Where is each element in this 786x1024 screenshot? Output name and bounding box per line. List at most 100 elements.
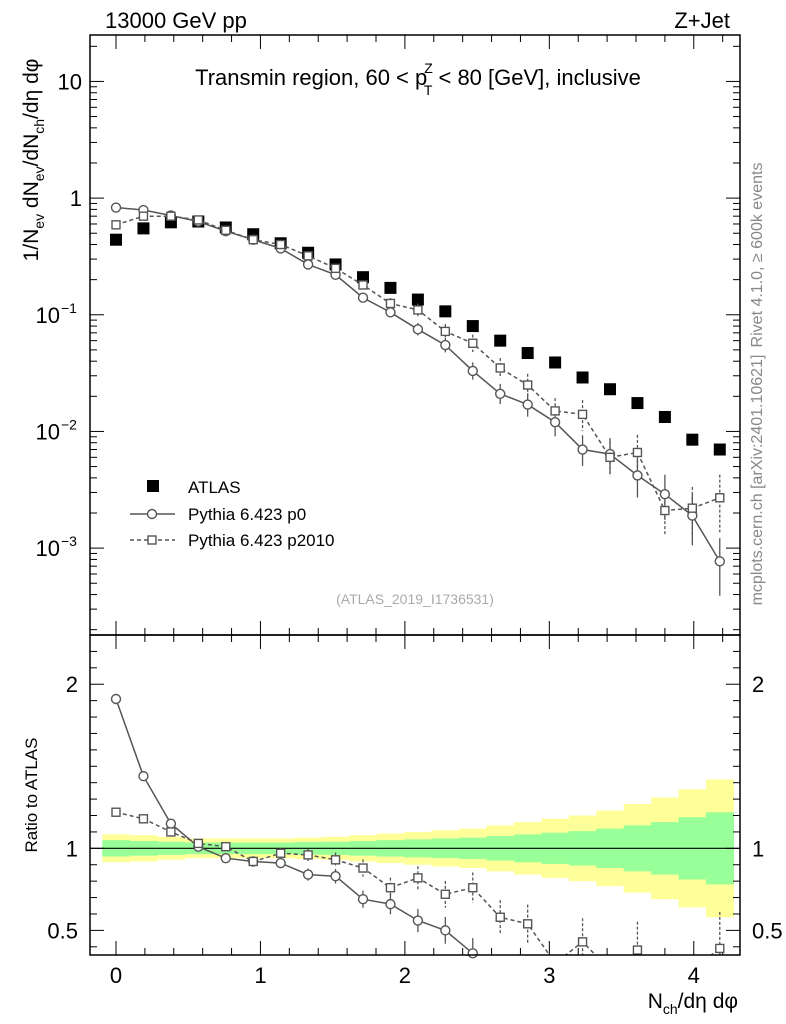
ratio-p0-point: [165, 818, 177, 829]
atlas-point: [466, 320, 479, 333]
ratio-p0-point: [138, 770, 149, 782]
p0-point: [440, 339, 451, 351]
legend: ATLAS Pythia 6.423 p0 Pythia 6.423 p2010: [130, 478, 335, 550]
p2010-point: [385, 298, 396, 309]
mcplots-label: mcplots.cern.ch [arXiv:2401.10621]: [749, 355, 766, 606]
x-tick-label: 3: [543, 963, 555, 988]
p0-point: [495, 388, 506, 400]
y-tick-exponent: −3: [61, 533, 77, 549]
p2010-point: [687, 503, 698, 513]
atlas-point: [549, 356, 562, 369]
p2010-point: [413, 305, 423, 315]
ratio-p2010-point: [111, 807, 121, 817]
atlas-point: [110, 233, 122, 246]
legend-p2010-label: Pythia 6.423 p2010: [188, 531, 335, 550]
p0-point: [110, 202, 122, 213]
y-tick-label: 1: [70, 186, 82, 211]
ratio-p2010-point: [522, 919, 533, 929]
p0-point: [549, 417, 561, 428]
y-tick-label: 10: [36, 536, 60, 561]
ratio-p0-point: [357, 894, 369, 905]
ratio-y-tick-label-right: 2: [752, 672, 764, 697]
atlas-point: [411, 293, 424, 306]
p0-point: [467, 365, 478, 377]
p2010-point: [522, 380, 533, 390]
ratio-p0-point: [412, 915, 424, 926]
ratio-p0-point: [110, 693, 122, 705]
ratio-y-tick-label-left: 0.5: [47, 918, 78, 943]
legend-p0-marker: [146, 508, 158, 520]
ratio-p2010-point: [385, 883, 396, 893]
p2010-point: [221, 225, 231, 235]
atlas-point: [686, 433, 699, 446]
ratio-p0-point: [220, 852, 231, 864]
rivet-label: Rivet 4.1.0, ≥ 600k events: [749, 163, 766, 348]
ratio-p2010-point: [275, 848, 286, 858]
y-tick-label: 10: [36, 419, 60, 444]
y-tick-exponent: −2: [61, 416, 77, 432]
legend-p0-label: Pythia 6.423 p0: [188, 505, 306, 524]
x-tick-label: 1: [254, 963, 266, 988]
ratio-p2010-point: [358, 863, 368, 873]
ratio-p0-point: [440, 925, 451, 936]
p2010-point: [495, 363, 505, 373]
atlas-point: [439, 305, 452, 318]
p2010-series-line: [115, 215, 721, 512]
ratio-p0-point: [467, 948, 478, 959]
main-y-axis-label: 1/Nev dNev/dNch/dη dφ: [20, 59, 47, 262]
p2010-point: [358, 280, 368, 290]
p0-point: [412, 324, 424, 335]
ratio-p2010-point: [468, 883, 478, 893]
ratio-panel: 0.5 0.5 1 1 2 2 0 1 2 3 4 Ratio to ATLAS Nch/dη dφ: [22, 634, 783, 1017]
atlas-point: [137, 222, 150, 235]
y-tick-label: 10: [58, 69, 82, 94]
p2010-point: [632, 447, 643, 458]
ratio-p2010-point: [495, 912, 505, 922]
p2010-point: [193, 215, 204, 225]
p2010-point: [330, 263, 341, 274]
p0-point: [385, 307, 396, 318]
ratio-p2010-point: [248, 856, 258, 867]
p0-point: [357, 292, 369, 303]
x-tick-label: 4: [688, 963, 700, 988]
p2010-point: [550, 406, 560, 416]
ratio-p2010-point: [221, 841, 231, 852]
p0-point: [302, 259, 314, 270]
ratio-p2010-point: [303, 850, 313, 860]
ratio-p0-point: [330, 871, 341, 882]
p2010-point: [440, 326, 451, 337]
p2010-point: [166, 211, 176, 221]
y-tick-exponent: −1: [61, 300, 77, 316]
p2010-point: [605, 452, 615, 463]
p0-point: [659, 488, 671, 500]
p2010-point: [275, 239, 286, 250]
p2010-point: [303, 251, 313, 261]
p0-point: [632, 470, 643, 481]
atlas-point: [384, 281, 397, 294]
ratio-p2010-point: [330, 855, 341, 865]
ratio-p2010-point: [632, 945, 643, 955]
ratio-frame: [89, 634, 741, 956]
analysis-watermark: (ATLAS_2019_I1736531): [336, 591, 494, 607]
p2010-point: [468, 338, 478, 348]
ratio-p0-point: [302, 869, 314, 880]
ratio-p0-point: [275, 857, 286, 869]
atlas-point: [631, 397, 644, 410]
p0-point: [714, 556, 725, 567]
atlas-point: [713, 443, 726, 456]
legend-atlas-label: ATLAS: [188, 478, 241, 497]
p2010-point: [660, 505, 670, 516]
ratio-p2010-point: [138, 814, 149, 824]
beam-label: 13000 GeV pp: [105, 8, 247, 33]
atlas-point: [357, 271, 369, 284]
p2010-point: [138, 211, 149, 221]
y-tick-label: 10: [36, 303, 60, 328]
x-axis-label: Nch/dη dφ: [648, 990, 738, 1017]
ratio-p0-point: [385, 898, 396, 910]
p2010-point: [111, 220, 121, 230]
atlas-point: [521, 347, 534, 360]
p2010-point: [248, 234, 258, 245]
ratio-p2010-point: [715, 943, 725, 954]
